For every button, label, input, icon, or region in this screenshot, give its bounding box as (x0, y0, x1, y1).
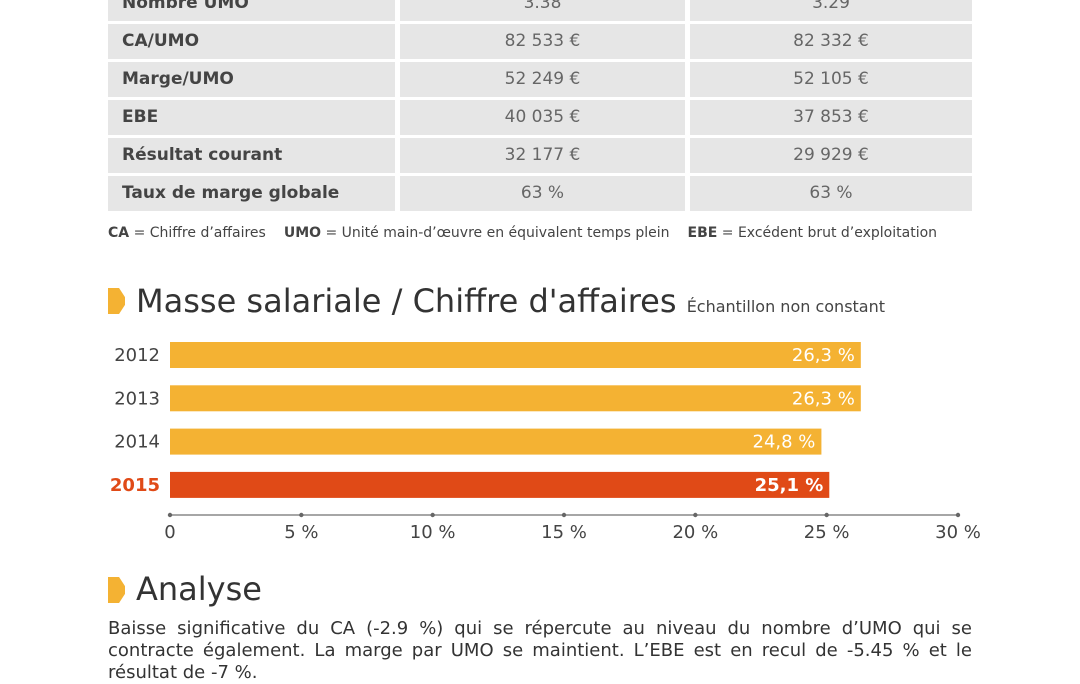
x-tick-label: 10 % (410, 522, 456, 543)
x-tick-label: 20 % (672, 522, 718, 543)
section-icon (108, 577, 125, 603)
x-tick-label: 30 % (935, 522, 981, 543)
table-value: 52 105 € (690, 62, 972, 97)
x-tick-label: 15 % (541, 522, 587, 543)
table-value: 82 332 € (690, 24, 972, 59)
analysis-title: Analyse (136, 570, 262, 608)
category-label: 2013 (114, 388, 160, 409)
table-value: 63 % (400, 176, 685, 211)
table-value: 32 177 € (400, 138, 685, 173)
bar-value-label: 24,8 % (753, 432, 816, 453)
tick-mark (824, 512, 829, 518)
table-value: 29 929 € (690, 138, 972, 173)
analysis-text: Baisse significative du CA (-2.9 %) qui … (108, 618, 972, 683)
note-abbr: CA (108, 225, 130, 241)
note: EBE = Excédent brut d’exploitation (688, 225, 938, 241)
tick-mark (955, 512, 961, 518)
table-value: 37 853 € (690, 100, 972, 135)
bar (170, 471, 830, 498)
row-label: Nombre UMO (108, 0, 395, 21)
bar (170, 428, 822, 455)
chart: 0 5 % 10 % 15 % 20 % 25 % 30 % 26,3 % 2012 26,3 %… (110, 342, 981, 543)
table-value: 3.29 (690, 0, 972, 21)
table-value: 82 533 € (400, 24, 685, 59)
tick-mark (430, 512, 435, 518)
bar-value-label: 25,1 % (755, 475, 824, 496)
note-text: = Chiffre d’affaires (133, 225, 266, 241)
tick-mark (693, 512, 698, 518)
note-text: = Unité main-d’œuvre en équivalent temps… (325, 225, 670, 241)
table-notes: CA = Chiffre d’affaires UMO = Unité main-… (108, 225, 955, 241)
note-text: = Excédent brut d’exploitation (721, 225, 938, 241)
row-label: Résultat courant (108, 138, 395, 173)
chart-subtitle: Échantillon non constant (686, 297, 886, 316)
table-value: 3.38 (400, 0, 685, 21)
row-label: Taux de marge globale (108, 176, 395, 211)
category-label: 2015 (110, 475, 160, 496)
x-tick-label: 0 (164, 522, 175, 543)
note-abbr: EBE (687, 225, 718, 241)
row-label: EBE (108, 100, 395, 135)
category-label: 2012 (114, 345, 160, 366)
category-label: 2014 (114, 432, 160, 453)
row-label: CA/UMO (108, 24, 395, 59)
table-value: 40 035 € (400, 100, 685, 135)
bar-value-label: 26,3 % (792, 345, 855, 366)
tick-mark (561, 512, 567, 518)
table-value: 63 % (690, 176, 972, 211)
x-tick-label: 5 % (284, 522, 318, 543)
x-tick-label: 25 % (804, 522, 850, 543)
bar (170, 385, 861, 412)
note-abbr: UMO (283, 225, 322, 241)
row-label: Marge/UMO (108, 62, 395, 97)
tick-mark (167, 512, 173, 518)
table-value: 52 249 € (400, 62, 685, 97)
tick-mark (299, 512, 304, 518)
chart-heading: Masse salariale / Chiffre d'affaires Éch… (136, 282, 885, 320)
bar-value-label: 26,3 % (792, 388, 855, 409)
section-icon (108, 288, 125, 314)
note: UMO = Unité main-d’œuvre en équivalent t… (284, 225, 670, 241)
note: CA = Chiffre d’affaires (108, 225, 266, 241)
bar (170, 342, 861, 368)
chart-title: Masse salariale / Chiffre d'affaires (136, 282, 677, 320)
